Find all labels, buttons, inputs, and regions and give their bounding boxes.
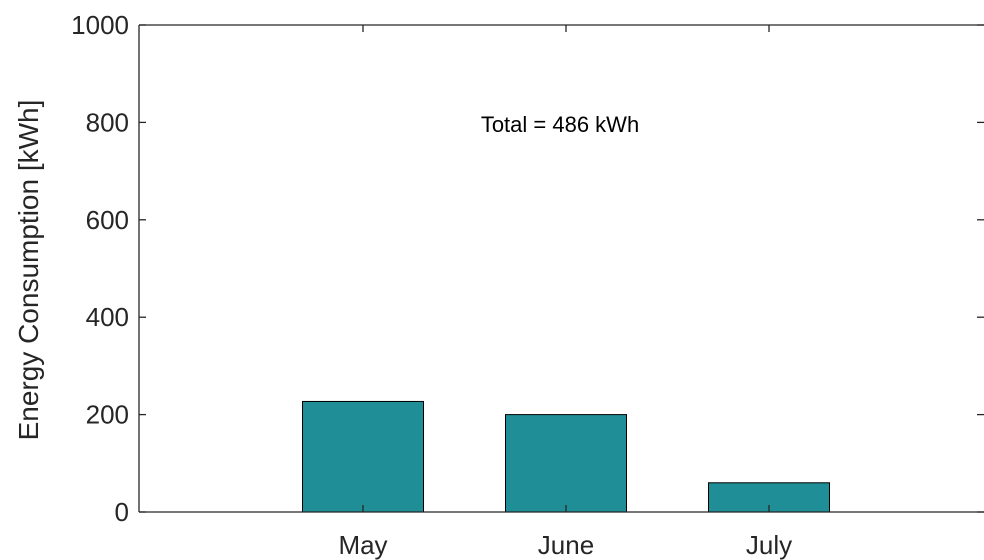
- y-tick-label-1000: 1000: [71, 10, 129, 40]
- y-tick-label-200: 200: [86, 400, 129, 430]
- bar-june: [505, 414, 627, 513]
- axes-group: [138, 24, 984, 513]
- y-tick-label-0: 0: [115, 497, 129, 527]
- x-tick-label-may: May: [338, 530, 387, 560]
- total-annotation: Total = 486 kWh: [481, 112, 639, 137]
- x-tick-label-june: June: [538, 530, 594, 560]
- y-tick-label-800: 800: [86, 107, 129, 137]
- y-tick-label-400: 400: [86, 302, 129, 332]
- x-tick-label-july: July: [746, 530, 792, 560]
- bar-may: [302, 400, 424, 513]
- y-tick-label-600: 600: [86, 205, 129, 235]
- bars-group: [302, 400, 830, 513]
- y-axis-label: Energy Consumption [kWh]: [13, 100, 44, 441]
- ticks-group: 0 200 400 600 800 1000 May June July: [71, 10, 984, 560]
